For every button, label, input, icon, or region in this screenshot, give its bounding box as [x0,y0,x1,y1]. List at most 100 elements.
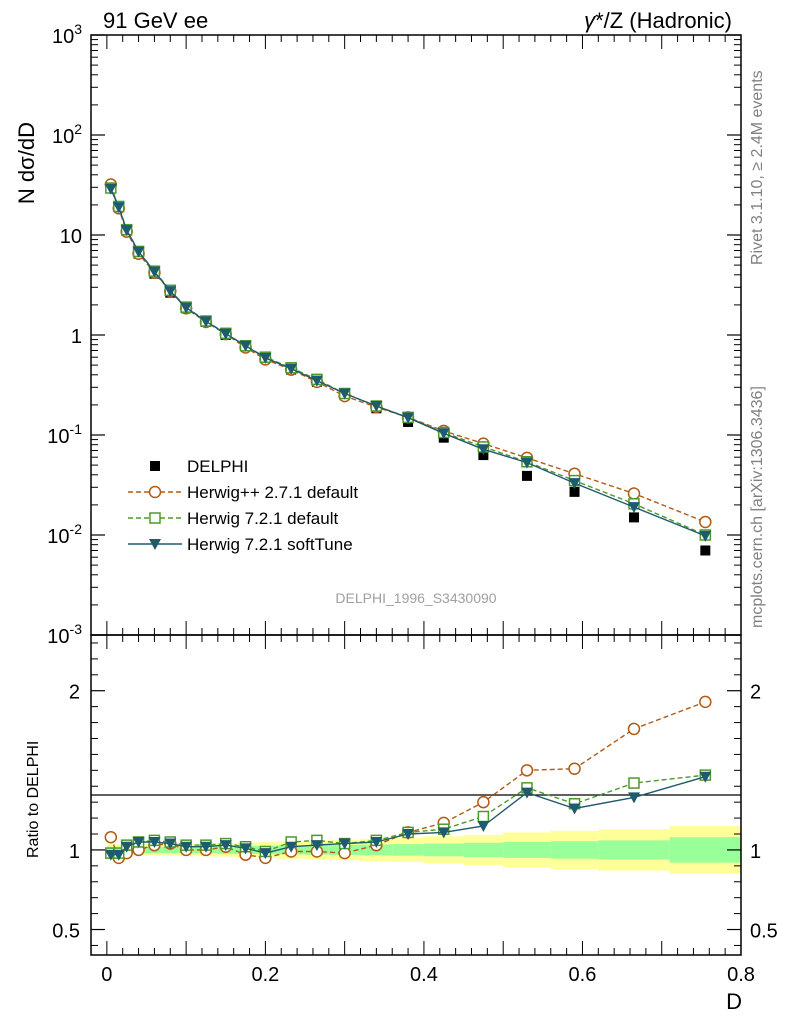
x-axis-label: D [726,989,742,1014]
ratio-point-herwig-721-softtune [477,821,490,833]
energy-label: 91 GeV ee [103,8,208,33]
ratio-point-herwig-721-softtune [239,843,252,855]
x-tick-label: 0.8 [727,964,755,986]
ratio-point-herwig-721-softtune [370,836,383,848]
data-point-delphi [569,486,580,497]
ratio-y-tick-label-right: 0.5 [750,921,778,943]
main-y-axis-label: N dσ/dD [14,122,39,204]
data-point-herwig-721-softtune [104,183,117,195]
ratio-point-herwig-721-softtune [148,836,161,848]
main-y-tick-label: 10-1 [47,421,82,448]
legend-entry-delphi: DELPHI [150,457,248,476]
ratio-point-herwig-721-default [628,777,640,789]
series-herwig-721-softtune [104,183,712,542]
legend-entry-herwig-721-softtune: Herwig 7.2.1 softTune [128,535,353,554]
ratio-point-herwig-721-softtune [132,836,145,848]
ratio-point-herwig-721-softtune [199,841,212,853]
ratio-point-herwig-721-softtune [402,829,415,841]
ratio-point-herwig-721-softtune [627,792,640,804]
main-y-tick-label: 1 [71,326,82,348]
ratio-point-herwig-721-softtune [112,849,125,861]
main-y-tick-label: 10-2 [47,521,82,548]
main-axis-ticks: 10-3 10-2 10-1 1 10 102 103 [47,21,741,648]
ratio-series-layer [104,695,712,865]
ratio-axis-ticks: 0.5 0.5 1 1 2 2 0 0.2 0.4 0.6 0.8 [52,635,778,986]
ratio-y-tick-label: 1 [69,841,80,863]
ratio-point-herwig-721-softtune [285,841,298,853]
ratio-point-herwigpp-271-default [568,762,581,775]
ratio-point-herwigpp-271-default [520,764,534,777]
data-point-herwig-721-softtune [199,316,212,328]
process-label-gamma: γ [584,8,597,33]
series-line-herwigpp-271-default [110,184,706,523]
data-point-herwig-721-softtune [370,400,383,412]
data-point-delphi [700,545,711,556]
data-point-herwig-721-softtune [148,266,161,278]
data-point-herwig-721-softtune [285,363,298,375]
main-y-tick-label: 103 [52,21,82,48]
x-tick-label: 0.4 [410,964,438,986]
ratio-line-herwig-721-softtune [110,776,706,856]
ratio-point-herwig-721-softtune [338,838,351,850]
ratio-y-axis-label: Ratio to DELPHI [25,741,42,858]
series-line-herwig-721-softtune [110,188,706,537]
ratio-band-inner [463,842,504,858]
ratio-point-herwig-721-softtune [104,849,117,861]
data-point-herwig-721-softtune [437,428,450,440]
data-point-herwig-721-softtune [402,412,415,424]
ratio-point-herwig-721-softtune [437,827,450,839]
ratio-band-inner [550,841,599,859]
ratio-band-inner [503,841,551,858]
analysis-watermark: DELPHI_1996_S3430090 [335,590,496,606]
x-tick-label: 0.2 [251,964,279,986]
legend-label: Herwig 7.2.1 softTune [187,535,353,554]
ratio-point-herwig-721-softtune [219,840,232,852]
legend: DELPHI Herwig++ 2.7.1 default Herwig 7.2.1… [128,457,358,554]
ratio-series-herwig-721-softtune [104,771,712,861]
legend-marker [148,485,162,499]
data-point-herwig-721-softtune [477,444,490,456]
data-point-herwig-721-softtune [239,340,252,352]
rivet-label: Rivet 3.1.10, ≥ 2.4M events [749,70,766,265]
legend-label: DELPHI [187,457,248,476]
ratio-point-herwig-721-softtune [520,787,533,799]
data-point-herwig-721-softtune [132,246,145,258]
mcplots-label: mcplots.cern.ch [arXiv:1306.3436] [749,386,766,628]
legend-marker [150,461,160,471]
ratio-point-herwig-721-softtune [259,848,272,860]
x-tick-label: 0 [101,964,112,986]
data-point-herwig-721-softtune [219,328,232,340]
ratio-band-inner [162,846,179,854]
ratio-point-herwig-721-default [477,810,490,823]
data-point-herwig-721-softtune [520,457,533,469]
ratio-point-herwig-721-softtune [120,841,133,853]
ratio-point-herwigpp-271-default [477,795,490,809]
data-point-herwig-721-softtune [112,202,125,214]
data-point-delphi [521,470,532,481]
ratio-point-herwigpp-271-default [627,722,641,736]
main-panel: 10-3 10-2 10-1 1 10 102 103 N dσ/dD [14,21,742,648]
ratio-line-herwig-721-default [110,774,706,854]
data-point-herwig-721-softtune [338,388,351,400]
ratio-point-herwigpp-271-default [104,830,118,844]
process-label: γ*/Z (Hadronic) [584,8,732,33]
ratio-point-herwig-721-softtune [699,771,712,783]
legend-entry-herwig-721-default: Herwig 7.2.1 default [128,509,338,528]
ratio-line-herwigpp-271-default [110,701,706,859]
main-y-tick-label: 10 [60,226,82,248]
ratio-band-inner [392,844,424,856]
legend-label: Herwig++ 2.7.1 default [187,483,358,502]
ratio-point-herwig-721-softtune [568,803,581,815]
ratio-point-herwig-721-softtune [180,841,193,853]
data-point-herwig-721-softtune [120,225,133,237]
ratio-y-tick-label-right: 1 [750,841,761,863]
main-y-tick-label: 102 [52,121,82,148]
data-point-herwig-721-softtune [699,530,712,542]
ratio-frame [90,634,742,956]
data-point-delphi [628,512,639,523]
ratio-panel: 0.5 0.51 12 20 0.2 0.4 0.6 0.8 Ratio to DELPHI … [25,634,778,1014]
legend-marker [149,512,161,524]
ratio-point-herwig-721-softtune [164,838,177,850]
ratio-band-inner [423,843,464,857]
ratio-y-tick-label: 0.5 [52,921,80,943]
